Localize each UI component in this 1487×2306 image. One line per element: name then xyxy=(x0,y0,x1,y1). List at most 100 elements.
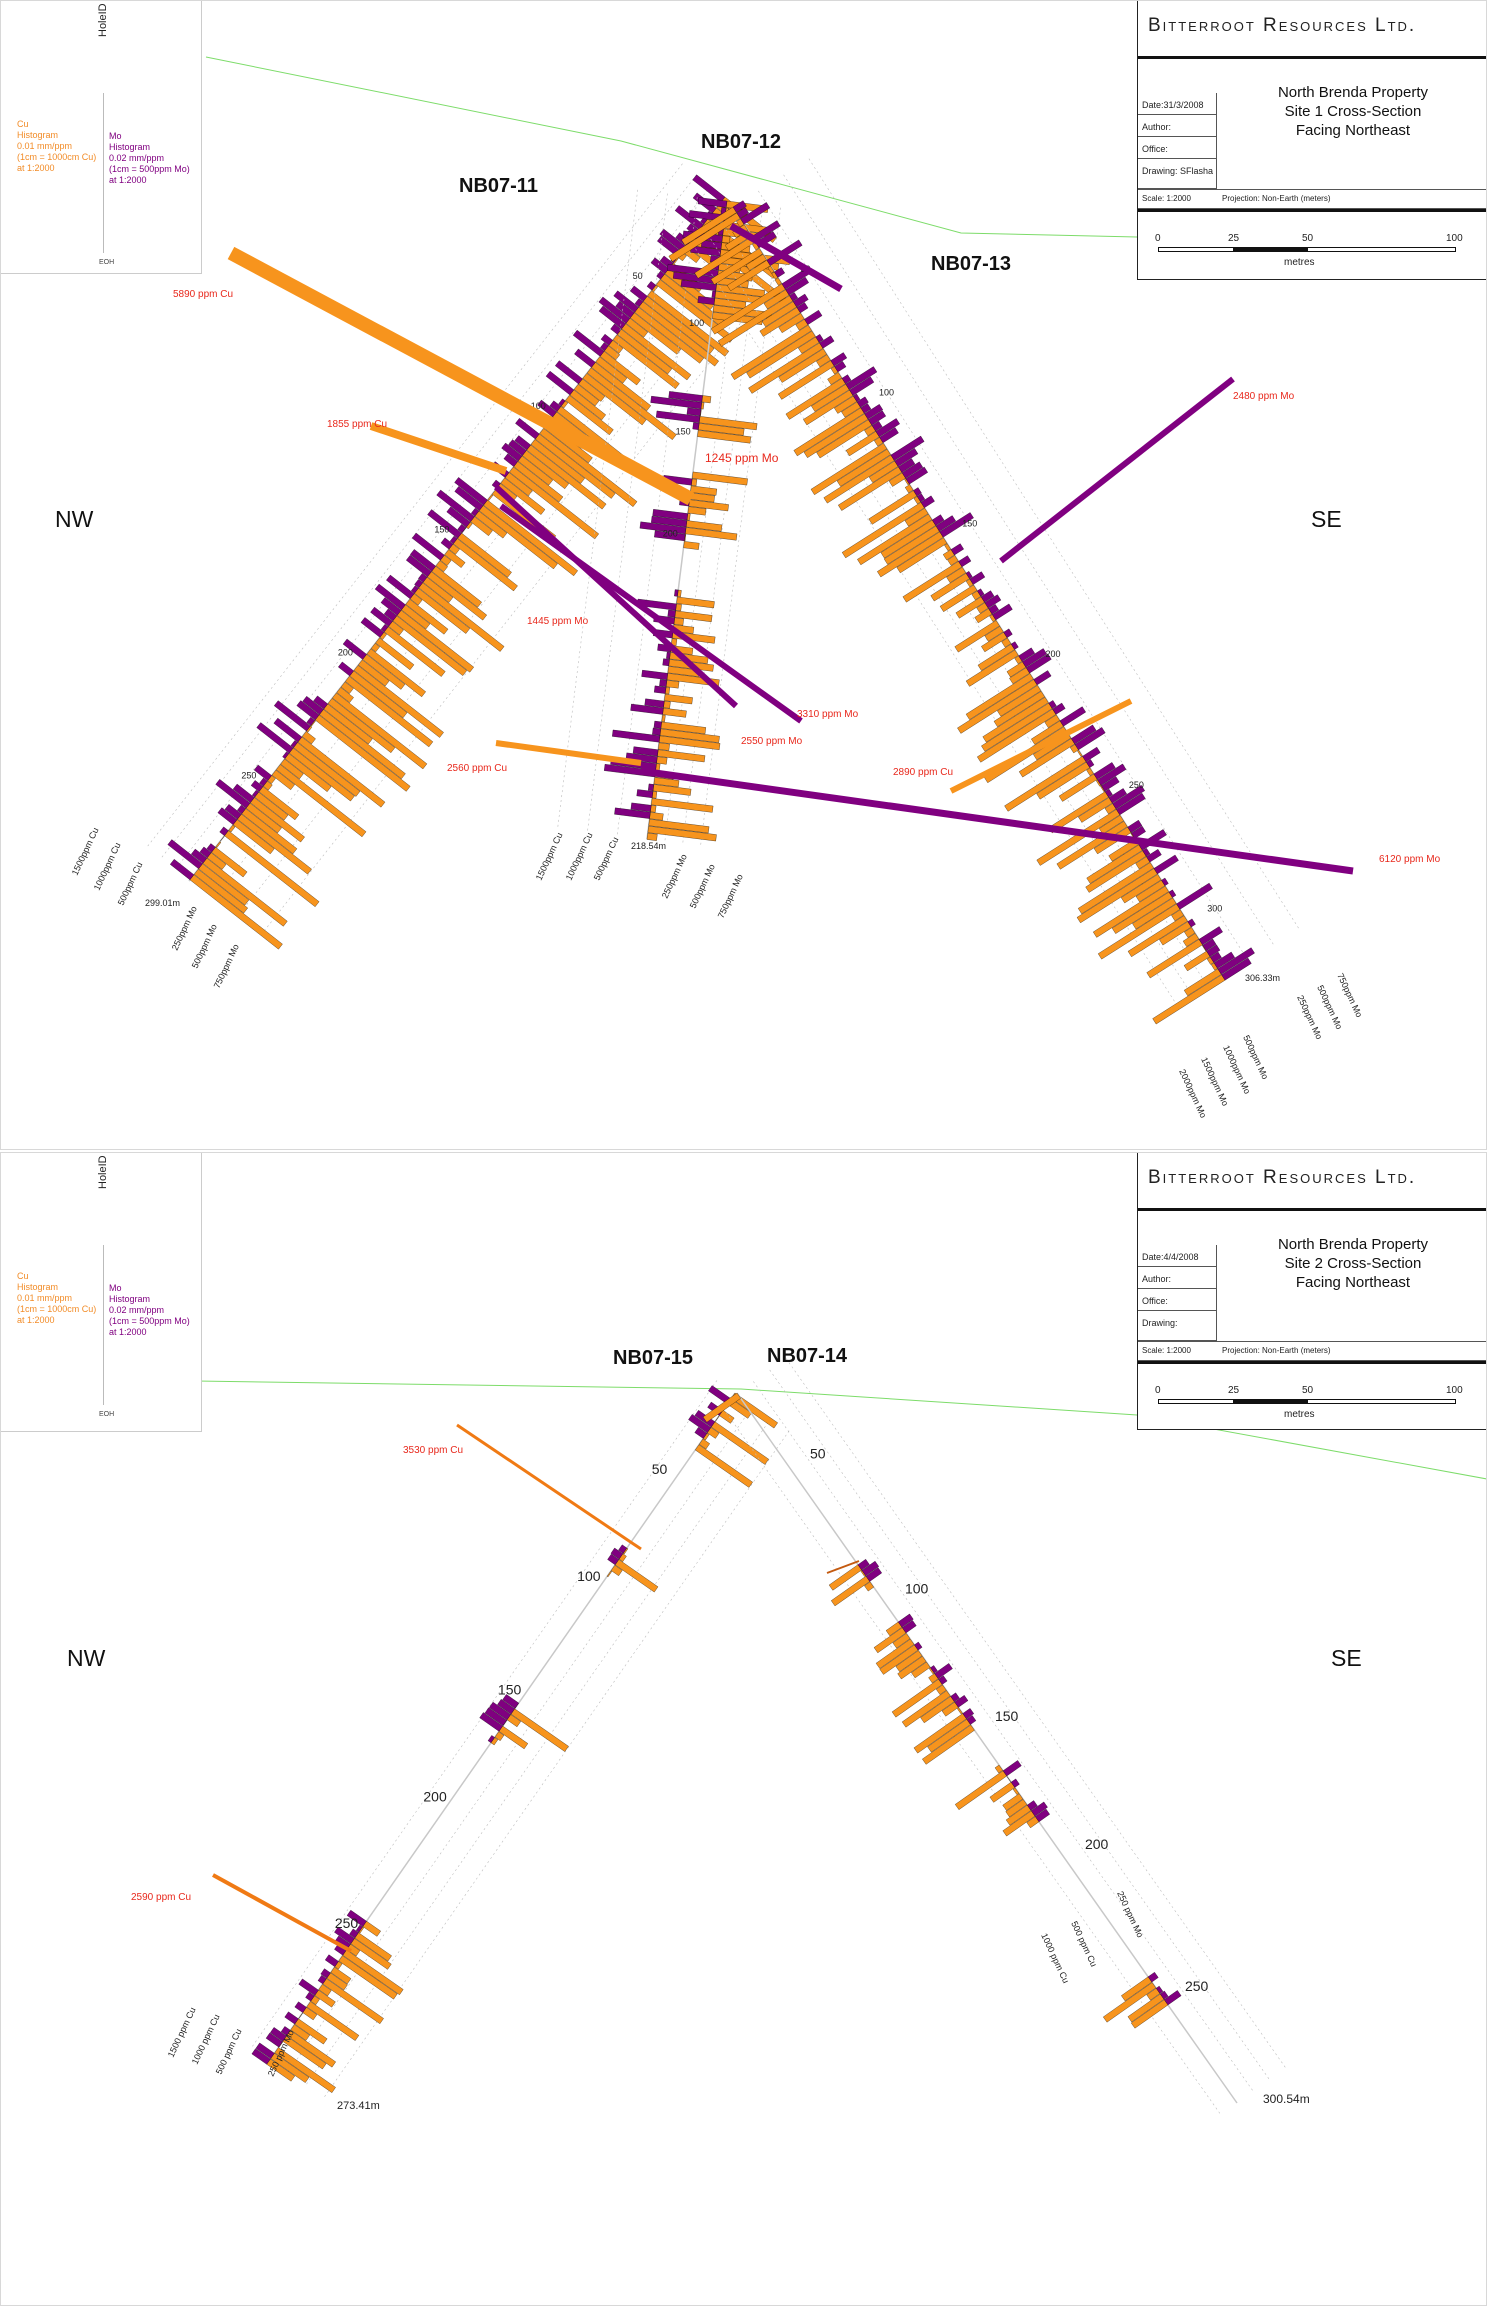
hole-nb07-13-mo-bar xyxy=(1146,849,1162,863)
hole-nb07-13-mo-bar xyxy=(853,393,861,402)
hole-nb07-13-cu-bar xyxy=(904,507,929,527)
hole-nb07-13-cu-bar xyxy=(982,696,1049,743)
hole-nb07-11-cu-bar xyxy=(612,334,680,389)
hole-nb07-13-cu-bar xyxy=(810,443,888,495)
hole-nb07-11-mo-bar xyxy=(342,638,367,660)
hole-nb07-11-mo-bar xyxy=(219,826,229,836)
hole-nb07-13-mo-bar xyxy=(740,202,771,225)
hole-nb07-13-mo-bar xyxy=(1217,947,1255,975)
hole-nb07-15-guide-3 xyxy=(250,1380,718,2049)
eoh-nb07-13: 306.33m xyxy=(1245,973,1280,983)
hole-nb07-13-mo-bar xyxy=(984,594,1002,609)
hole-nb07-13-mo-bar xyxy=(1033,670,1052,686)
hole-nb07-11-cu-bar xyxy=(586,367,677,440)
hole-nb07-13-cu-bar xyxy=(1092,885,1169,938)
hole-nb07-11-cu-bar xyxy=(582,373,647,426)
title-block-2: Bitterroot Resources Ltd. Date:4/4/2008 … xyxy=(1137,1153,1486,1430)
hole-nb07-12-cu-bar xyxy=(663,700,671,709)
scale-rule xyxy=(1138,209,1486,212)
scale-label-2-0-cu_scale-0: 1500 ppm Cu xyxy=(166,2006,198,2059)
hole-nb07-11-mo-bar xyxy=(600,342,609,352)
hole-nb07-13-cu-bar xyxy=(778,313,805,334)
hole-nb07-15-mo-bar xyxy=(346,1909,367,1927)
hole-nb07-13-mo-bar xyxy=(988,604,999,615)
histogram-legend: HoleID Cu Histogram 0.01 mm/ppm (1cm = 1… xyxy=(1,1,202,274)
hole-nb07-13-cu-bar xyxy=(965,673,1034,720)
hole-nb07-15-mo-bar xyxy=(284,2011,299,2025)
hole-nb07-15-cu-bar xyxy=(614,1559,659,1593)
hole-nb07-11-cu-bar xyxy=(444,549,466,568)
hole-nb07-13-mo-bar xyxy=(898,458,916,473)
legend-cu-text: Cu Histogram 0.01 mm/ppm (1cm = 1000cm C… xyxy=(17,119,97,173)
hole-nb07-11-mo-bar xyxy=(656,270,665,280)
hole-nb07-11-cu-bar xyxy=(366,648,426,698)
hole-nb07-13-mo-bar xyxy=(931,514,945,526)
scale-label-1-cu_scale-2: 500ppm Cu xyxy=(592,835,621,881)
hole-nb07-12-mo-bar xyxy=(662,658,670,667)
hole-nb07-14-mo-bar xyxy=(1002,1760,1022,1777)
hole-nb07-11-mo-bar xyxy=(470,507,480,517)
hole-nb07-13-mo-bar xyxy=(1086,759,1095,768)
hole-nb07-11-mo-bar xyxy=(383,608,398,622)
hole-nb07-12-cu-bar xyxy=(671,638,678,646)
hole-nb07-13-mo-bar xyxy=(1131,825,1146,839)
eoh-nb07-14: 300.54m xyxy=(1263,2092,1310,2106)
hole-nb07-15-mo-bar xyxy=(324,1954,339,1967)
title-rule xyxy=(1138,56,1486,59)
scale-rule xyxy=(1138,1361,1486,1364)
hole-nb07-12-cu-bar xyxy=(662,707,687,718)
hole-nb07-15-guide-1 xyxy=(304,1418,772,2087)
annotation-2: 1245 ppm Mo xyxy=(705,451,779,465)
projection-text: Projection: Non-Earth (meters) xyxy=(1222,1346,1331,1355)
hole-nb07-13-mo-bar xyxy=(871,421,883,432)
hole-nb07-14-cu-bar xyxy=(875,1638,915,1669)
hole-nb07-11-mo-bar xyxy=(224,804,242,820)
hole-nb07-14-cu-bar xyxy=(957,1707,963,1715)
scalebar-tick-0: 0 xyxy=(1155,233,1161,244)
scale-text: Scale: 1:2000 xyxy=(1142,1346,1191,1355)
hole-nb07-12-mo-bar xyxy=(652,509,688,521)
hole-nb07-15-mo-bar xyxy=(280,2026,291,2036)
direction-se: SE xyxy=(1311,506,1342,532)
hole-nb07-11-mo-bar xyxy=(313,695,328,710)
scale-text: Scale: 1:2000 xyxy=(1142,194,1191,203)
scale-label-1-mo_scale-2: 750ppm Mo xyxy=(716,873,745,920)
hole-nb07-15-cu-bar xyxy=(298,2012,303,2019)
outlier-bar-7 xyxy=(949,698,1133,794)
scalebar-tick-25: 25 xyxy=(1228,233,1240,244)
hole-nb07-11-mo-bar xyxy=(545,370,575,396)
hole-nb07-11-mo-bar xyxy=(306,716,316,726)
hole-nb07-13-mo-bar xyxy=(834,361,847,373)
hole-nb07-11-mo-bar xyxy=(411,532,445,561)
hole-nb07-15-depth-100: 100 xyxy=(577,1568,601,1584)
hole-nb07-13-mo-bar xyxy=(939,512,974,538)
hole-nb07-11-cu-bar xyxy=(340,681,354,694)
hole-nb07-11-mo-bar xyxy=(558,398,566,407)
hole-nb07-15-mo-bar xyxy=(294,2001,307,2013)
hole-nb07-13-mo-bar xyxy=(1153,854,1179,875)
annotation-5: 2550 ppm Mo xyxy=(741,736,803,747)
hole-nb07-13-cu-bar xyxy=(1077,862,1154,915)
hole-nb07-12-cu-bar xyxy=(646,832,658,841)
hole-nb07-14-depth-50: 50 xyxy=(810,1445,826,1461)
hole-nb07-13-mo-bar xyxy=(1003,628,1013,638)
hole-nb07-13-mo-bar xyxy=(1176,882,1213,910)
section-1-drawing: 5010015020025050100150200501001502002503… xyxy=(70,56,1441,1119)
hole-nb07-11-mo-bar xyxy=(449,535,458,544)
hole-nb07-12-mo-bar xyxy=(644,698,665,708)
hole-nb07-13-cu-bar xyxy=(827,372,842,385)
hole-nb07-12-mo-bar xyxy=(668,391,703,403)
hole-nb07-11-mo-bar xyxy=(206,843,216,853)
legend-eoh-label: EOH xyxy=(99,259,115,266)
hole-nb07-13-depth-250: 250 xyxy=(1129,780,1144,790)
hole-nb07-13-cu-bar xyxy=(1056,820,1128,870)
hole-nb07-13-mo-bar xyxy=(774,267,786,278)
hole-nb07-12-depth-100: 100 xyxy=(689,318,704,328)
office-field: Office: xyxy=(1138,1289,1217,1311)
hole-nb07-11-mo-bar xyxy=(515,418,540,440)
hole-nb07-12-mo-bar xyxy=(697,197,728,208)
hole-nb07-14-mo-bar xyxy=(954,1695,969,1708)
hole-nb07-12-mo-bar xyxy=(614,807,651,819)
hole-nb07-13-mo-bar xyxy=(868,410,887,426)
hole-nb07-13-mo-bar xyxy=(1112,784,1145,810)
